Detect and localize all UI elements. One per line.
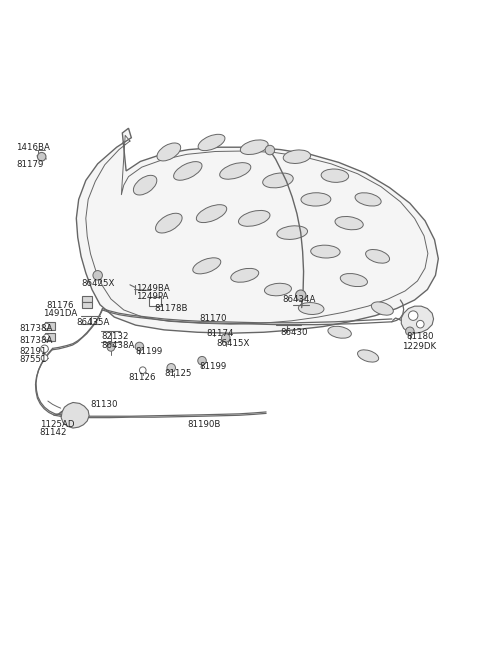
Text: 86430: 86430	[280, 328, 308, 337]
Ellipse shape	[283, 150, 311, 164]
Text: 81178B: 81178B	[155, 304, 188, 313]
Text: 81130: 81130	[91, 400, 118, 409]
Ellipse shape	[174, 162, 202, 180]
Text: 1249BA: 1249BA	[136, 284, 169, 293]
Ellipse shape	[372, 302, 393, 315]
Text: 1491DA: 1491DA	[43, 309, 77, 318]
Ellipse shape	[335, 216, 363, 230]
Text: 81180: 81180	[406, 333, 433, 341]
Circle shape	[93, 271, 102, 280]
Text: 86438A: 86438A	[101, 341, 135, 350]
Bar	[82, 295, 93, 303]
Circle shape	[107, 344, 115, 351]
Text: 86435A: 86435A	[76, 318, 110, 328]
Circle shape	[417, 320, 424, 328]
Bar	[46, 333, 55, 341]
Ellipse shape	[231, 269, 259, 282]
Ellipse shape	[277, 226, 308, 240]
Text: 81179: 81179	[16, 160, 43, 169]
Polygon shape	[76, 128, 438, 333]
Ellipse shape	[240, 140, 268, 155]
Text: 81190B: 81190B	[188, 421, 221, 429]
Bar	[46, 322, 55, 330]
Ellipse shape	[340, 274, 368, 287]
Text: 1249PA: 1249PA	[136, 291, 168, 301]
Text: 81170: 81170	[200, 314, 227, 322]
Ellipse shape	[299, 303, 324, 314]
Ellipse shape	[193, 258, 221, 274]
Circle shape	[406, 327, 414, 335]
Polygon shape	[61, 402, 89, 428]
Text: 82191: 82191	[19, 346, 47, 356]
Text: 82132: 82132	[101, 333, 129, 341]
Circle shape	[296, 290, 306, 301]
Circle shape	[408, 311, 418, 320]
Ellipse shape	[366, 250, 390, 263]
Text: 86434A: 86434A	[283, 295, 316, 305]
Circle shape	[44, 334, 49, 340]
Ellipse shape	[301, 193, 331, 206]
Text: 81125: 81125	[164, 369, 192, 379]
Ellipse shape	[311, 245, 340, 258]
Ellipse shape	[133, 176, 157, 195]
Text: 81199: 81199	[200, 362, 227, 371]
Text: 1125AD: 1125AD	[40, 420, 74, 429]
Ellipse shape	[198, 134, 225, 151]
Circle shape	[135, 342, 144, 350]
Circle shape	[44, 323, 49, 329]
Text: 86425X: 86425X	[81, 279, 114, 288]
Circle shape	[221, 333, 230, 342]
Text: 1229DK: 1229DK	[402, 342, 436, 351]
Circle shape	[139, 367, 146, 373]
Ellipse shape	[358, 350, 379, 362]
Ellipse shape	[196, 204, 227, 223]
Ellipse shape	[263, 173, 293, 188]
Text: 81174: 81174	[207, 329, 234, 338]
Text: 1416BA: 1416BA	[16, 143, 50, 152]
Ellipse shape	[157, 143, 180, 161]
Circle shape	[167, 364, 176, 372]
Circle shape	[265, 145, 275, 155]
Ellipse shape	[220, 162, 251, 179]
Circle shape	[198, 356, 206, 365]
Circle shape	[37, 153, 46, 161]
Ellipse shape	[321, 169, 348, 182]
Ellipse shape	[328, 326, 351, 338]
Text: 81738A: 81738A	[19, 324, 53, 333]
Bar	[149, 297, 160, 306]
Ellipse shape	[156, 214, 182, 233]
Bar	[82, 302, 93, 309]
Text: 81199: 81199	[136, 346, 163, 356]
Circle shape	[41, 345, 48, 352]
Text: 81142: 81142	[40, 428, 67, 438]
Text: 81176: 81176	[47, 301, 74, 310]
Ellipse shape	[264, 284, 291, 296]
Text: 81126: 81126	[129, 373, 156, 382]
Text: 81738A: 81738A	[19, 336, 53, 345]
Ellipse shape	[355, 193, 381, 206]
Polygon shape	[401, 306, 433, 333]
Ellipse shape	[239, 210, 270, 227]
Text: 86415X: 86415X	[216, 339, 250, 348]
Text: 87551: 87551	[19, 355, 47, 364]
Circle shape	[41, 354, 48, 361]
